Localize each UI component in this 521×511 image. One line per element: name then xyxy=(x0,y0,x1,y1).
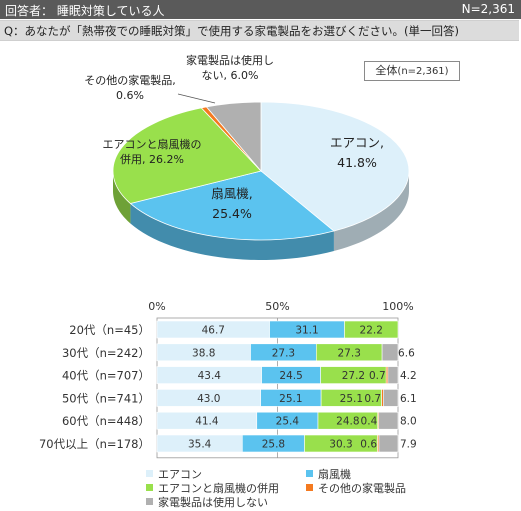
pie-total-box: 全体(n=2,361) xyxy=(364,61,460,81)
legend-label-aircon: エアコン xyxy=(158,468,202,481)
pie-leader-line xyxy=(177,93,216,104)
bar-value-label-both: 25.1 xyxy=(340,393,363,405)
bar-value-label-fan: 27.3 xyxy=(272,347,295,359)
bar-value-label-fan: 25.1 xyxy=(279,393,302,405)
bar-value-label-fan: 25.4 xyxy=(276,416,300,428)
pie-slice-both xyxy=(112,107,262,204)
bar-value-label-both: 22.2 xyxy=(360,325,383,337)
category-label: 70代以上（n=178） xyxy=(39,437,150,451)
bar-value-label-other: 0.7 xyxy=(364,393,381,405)
pie-label-fan-line1: 扇風機, xyxy=(211,186,252,201)
legend-label-fan: 扇風機 xyxy=(318,467,351,481)
bar-value-label-both: 27.3 xyxy=(338,347,361,359)
bar-segment-none xyxy=(378,411,399,430)
pie-chart xyxy=(112,93,410,260)
pie-title: 全体 xyxy=(375,64,398,77)
category-label: 30代（n=242） xyxy=(62,346,150,360)
pie-label-fan-line2: 25.4% xyxy=(212,206,252,221)
pie-label-other-line2: 0.6% xyxy=(116,89,144,102)
bar-value-label-fan: 25.8 xyxy=(262,439,285,451)
bar-value-label-aircon: 38.8 xyxy=(192,347,215,359)
pie-label-none-line2: ない, 6.0% xyxy=(202,69,259,82)
bar-value-label-aircon: 43.4 xyxy=(198,370,222,382)
legend-label-other: その他の家電製品 xyxy=(318,481,406,495)
bar-value-label-none: 4.2 xyxy=(400,370,417,382)
bar-value-label-both: 24.8 xyxy=(336,416,359,428)
bar-value-label-none: 8.0 xyxy=(400,416,417,428)
bar-value-label-aircon: 41.4 xyxy=(195,416,219,428)
bar-value-label-other: 0.4 xyxy=(361,416,378,428)
x-tick-label: 100% xyxy=(382,300,413,313)
x-tick-label: 50% xyxy=(265,300,289,313)
pie-slice-none xyxy=(205,101,262,173)
bar-value-label-none: 6.1 xyxy=(400,393,417,405)
pie-label-aircon-line1: エアコン, xyxy=(330,135,384,150)
bar-value-label-both: 30.3 xyxy=(329,439,352,451)
bar-value-label-fan: 31.1 xyxy=(295,325,318,337)
legend-swatch-none xyxy=(146,498,153,505)
pie-label-both-line2: 併用, 26.2% xyxy=(120,152,184,166)
header-bar: 回答者： 睡眠対策している人 N=2,361 xyxy=(0,0,521,19)
bar-value-label-aircon: 46.7 xyxy=(202,325,225,337)
legend-swatch-other xyxy=(306,484,313,491)
pie-side-both xyxy=(113,171,131,224)
bar-segment-none xyxy=(378,434,399,453)
question-bar: Q：あなたが「熱帯夜での睡眠対策」で使用する家電製品をお選びください。(単一回答… xyxy=(0,20,519,41)
bar-value-label-other: 0.6 xyxy=(360,439,377,451)
legend-swatch-both xyxy=(146,484,153,491)
legend-label-none: 家電製品は使用しない xyxy=(158,495,268,509)
sample-size-label: N=2,361 xyxy=(461,2,515,16)
bar-value-label-fan: 24.5 xyxy=(279,370,302,382)
pie-label-none-line1: 家電製品は使用し xyxy=(186,53,274,67)
legend-label-both: エアコンと扇風機の併用 xyxy=(158,481,279,495)
bar-chart xyxy=(146,317,399,505)
pie-slice-aircon xyxy=(260,101,410,232)
bar-value-label-none: 7.9 xyxy=(400,439,417,451)
legend-swatch-fan xyxy=(306,470,313,477)
pie-sample-size: (n=2,361) xyxy=(397,66,449,77)
pie-slice-fan xyxy=(129,170,335,241)
x-tick-label: 0% xyxy=(148,300,165,313)
bar-value-label-other: 0.7 xyxy=(369,370,386,382)
bar-value-label-aircon: 35.4 xyxy=(188,439,212,451)
legend-swatch-aircon xyxy=(146,470,153,477)
bar-segment-none xyxy=(381,343,399,362)
bar-value-label-none: 6.6 xyxy=(398,347,415,359)
question-text: Q：あなたが「熱帯夜での睡眠対策」で使用する家電製品をお選びください。(単一回答… xyxy=(4,24,460,38)
category-label: 20代（n=45） xyxy=(69,323,150,337)
pie-label-other-line1: その他の家電製品, xyxy=(84,73,176,87)
category-label: 50代（n=741） xyxy=(62,391,150,405)
bar-value-label-both: 27.2 xyxy=(342,370,365,382)
bar-segment-both xyxy=(344,320,399,339)
pie-label-aircon-line2: 41.8% xyxy=(337,155,377,170)
pie-side-fan xyxy=(130,203,334,260)
pie-label-both-line1: エアコンと扇風機の xyxy=(103,137,202,151)
bar-segment-none xyxy=(387,366,399,384)
pie-side-aircon xyxy=(333,171,409,252)
bar-segment-none xyxy=(382,389,399,407)
respondents-label: 回答者： 睡眠対策している人 xyxy=(5,4,165,18)
category-label: 60代（n=448） xyxy=(62,414,150,428)
category-label: 40代（n=707） xyxy=(62,369,150,383)
bar-value-label-aircon: 43.0 xyxy=(197,393,220,405)
